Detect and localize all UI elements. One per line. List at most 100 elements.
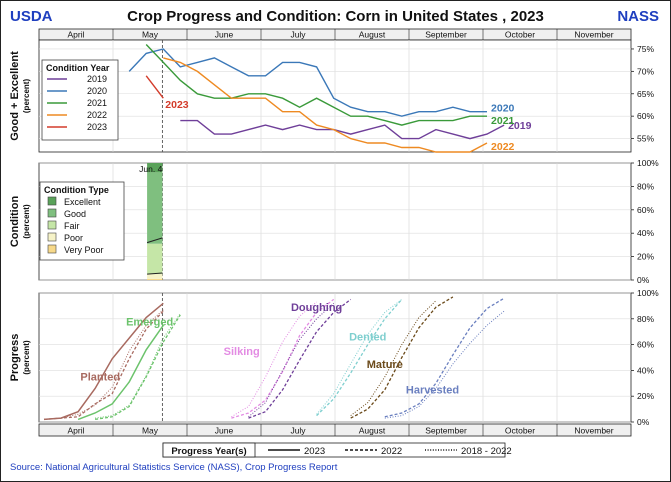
stage-label-planted: Planted: [80, 372, 120, 384]
emerged-2022-line: [95, 314, 181, 421]
legend-label-2023: 2023: [87, 122, 107, 132]
silking-avg-line: [231, 301, 317, 418]
condition-bar-excellent: [147, 163, 163, 173]
condition-end-label-2022: 2022: [491, 141, 515, 153]
condition-history-line: [147, 272, 163, 275]
planted-2023-line: [43, 302, 164, 421]
mature-2022-line: [350, 296, 454, 419]
condition-y-axis-title: Condition: [9, 196, 21, 248]
top-month-label: August: [359, 30, 386, 40]
bottom-month-label: July: [290, 426, 306, 436]
y-tick-label: 40%: [637, 365, 654, 375]
condition-end-label-2019: 2019: [508, 120, 532, 132]
dented-2022-line: [316, 298, 403, 417]
usda-logo: USDA: [10, 8, 53, 25]
top-month-label: November: [574, 30, 613, 40]
progress-legend-label-solid: 2023: [304, 446, 325, 457]
legend-label-excellent: Excellent: [64, 197, 101, 207]
condition-end-label-2023: 2023: [165, 99, 189, 111]
condition-line-2019: [180, 119, 505, 140]
condition-y-axis-unit: (percent): [22, 204, 31, 239]
legend-label-2022: 2022: [87, 110, 107, 120]
stage-label-emerged: Emerged: [126, 316, 173, 328]
condition-bar-good: [147, 172, 163, 244]
legend-swatch-excellent: [47, 196, 57, 206]
top-month-label: July: [290, 30, 306, 40]
condition-end-label-2021: 2021: [491, 115, 515, 127]
y-tick-label: 60%: [637, 340, 654, 350]
legend-label-very-poor: Very Poor: [64, 245, 104, 255]
condition-bar-date-label: Jun. 4: [139, 164, 162, 174]
y-tick-label: 0%: [637, 275, 650, 285]
top-month-label: June: [215, 30, 234, 40]
silking-2022-line: [231, 298, 335, 419]
condition-end-label-2020: 2020: [491, 103, 515, 115]
y-tick-label: 100%: [637, 158, 659, 168]
doughing-2022-line: [248, 298, 352, 419]
y-tick-label: 60%: [637, 205, 654, 215]
top-month-label: September: [425, 30, 467, 40]
harvested-2022-line: [384, 297, 505, 418]
legend-swatch-good: [47, 208, 57, 218]
legend-label-2020: 2020: [87, 86, 107, 96]
y-tick-label: 65%: [637, 89, 654, 99]
progress-y-axis-unit: (percent): [22, 340, 31, 375]
y-tick-label: 75%: [637, 44, 654, 54]
legend-label-2019: 2019: [87, 74, 107, 84]
progress-year-legend-title-box: [162, 442, 256, 458]
progress-y-axis-title: Progress: [9, 334, 21, 382]
condition-type-legend-title: Condition Type: [44, 185, 109, 195]
legend-label-fair: Fair: [64, 221, 80, 231]
legend-swatch-fair: [47, 220, 57, 230]
source-note: Source: National Agricultural Statistics…: [10, 462, 338, 473]
progress-legend-label-dotted: 2018 - 2022: [461, 446, 512, 457]
y-tick-label: 100%: [637, 288, 659, 298]
stage-label-harvested: Harvested: [406, 385, 459, 397]
condition-year-legend-title: Condition Year: [46, 63, 110, 73]
legend-label-poor: Poor: [64, 233, 83, 243]
progress-legend-label-dashed: 2022: [381, 446, 402, 457]
mature-avg-line: [350, 300, 437, 416]
stage-label-silking: Silking: [224, 346, 260, 358]
y-tick-label: 40%: [637, 228, 654, 238]
legend-label-good: Good: [64, 209, 86, 219]
bottom-month-label: June: [215, 426, 234, 436]
chart-title: Crop Progress and Condition: Corn in Uni…: [127, 8, 544, 25]
bottom-month-label: October: [505, 426, 535, 436]
good-excellent-y-axis-title: Good + Excellent: [9, 51, 21, 141]
legend-swatch-very-poor: [47, 244, 57, 254]
condition-line-2023: [145, 75, 164, 99]
stage-label-doughing: Doughing: [291, 302, 342, 314]
dented-avg-line: [316, 299, 403, 415]
y-tick-label: 80%: [637, 181, 654, 191]
stage-label-dented: Dented: [349, 332, 386, 344]
doughing-avg-line: [248, 302, 335, 418]
y-tick-label: 20%: [637, 252, 654, 262]
condition-line-2021: [145, 44, 487, 126]
condition-line-2020: [128, 48, 487, 117]
y-tick-label: 80%: [637, 314, 654, 324]
planted-2022-line: [43, 310, 164, 421]
condition-history-line: [146, 237, 163, 244]
y-tick-label: 55%: [637, 134, 654, 144]
bottom-month-label: September: [425, 426, 467, 436]
top-month-label: May: [142, 30, 159, 40]
harvested-avg-line: [384, 310, 505, 419]
condition-line-2022: [163, 57, 488, 153]
condition-bar-poor: [147, 274, 163, 279]
good-excellent-y-axis-unit: (percent): [22, 79, 31, 114]
progress-year-legend-title: Progress Year(s): [171, 446, 246, 457]
bottom-month-label: April: [67, 426, 84, 436]
bottom-month-label: November: [574, 426, 613, 436]
stage-label-mature: Mature: [367, 359, 403, 371]
top-month-label: April: [67, 30, 84, 40]
emerged-2023-line: [77, 324, 164, 421]
emerged-avg-line: [95, 313, 181, 419]
y-tick-label: 60%: [637, 111, 654, 121]
bottom-month-label: May: [142, 426, 159, 436]
y-tick-label: 0%: [637, 417, 650, 427]
legend-label-2021: 2021: [87, 98, 107, 108]
bottom-month-label: August: [359, 426, 386, 436]
y-tick-label: 70%: [637, 66, 654, 76]
